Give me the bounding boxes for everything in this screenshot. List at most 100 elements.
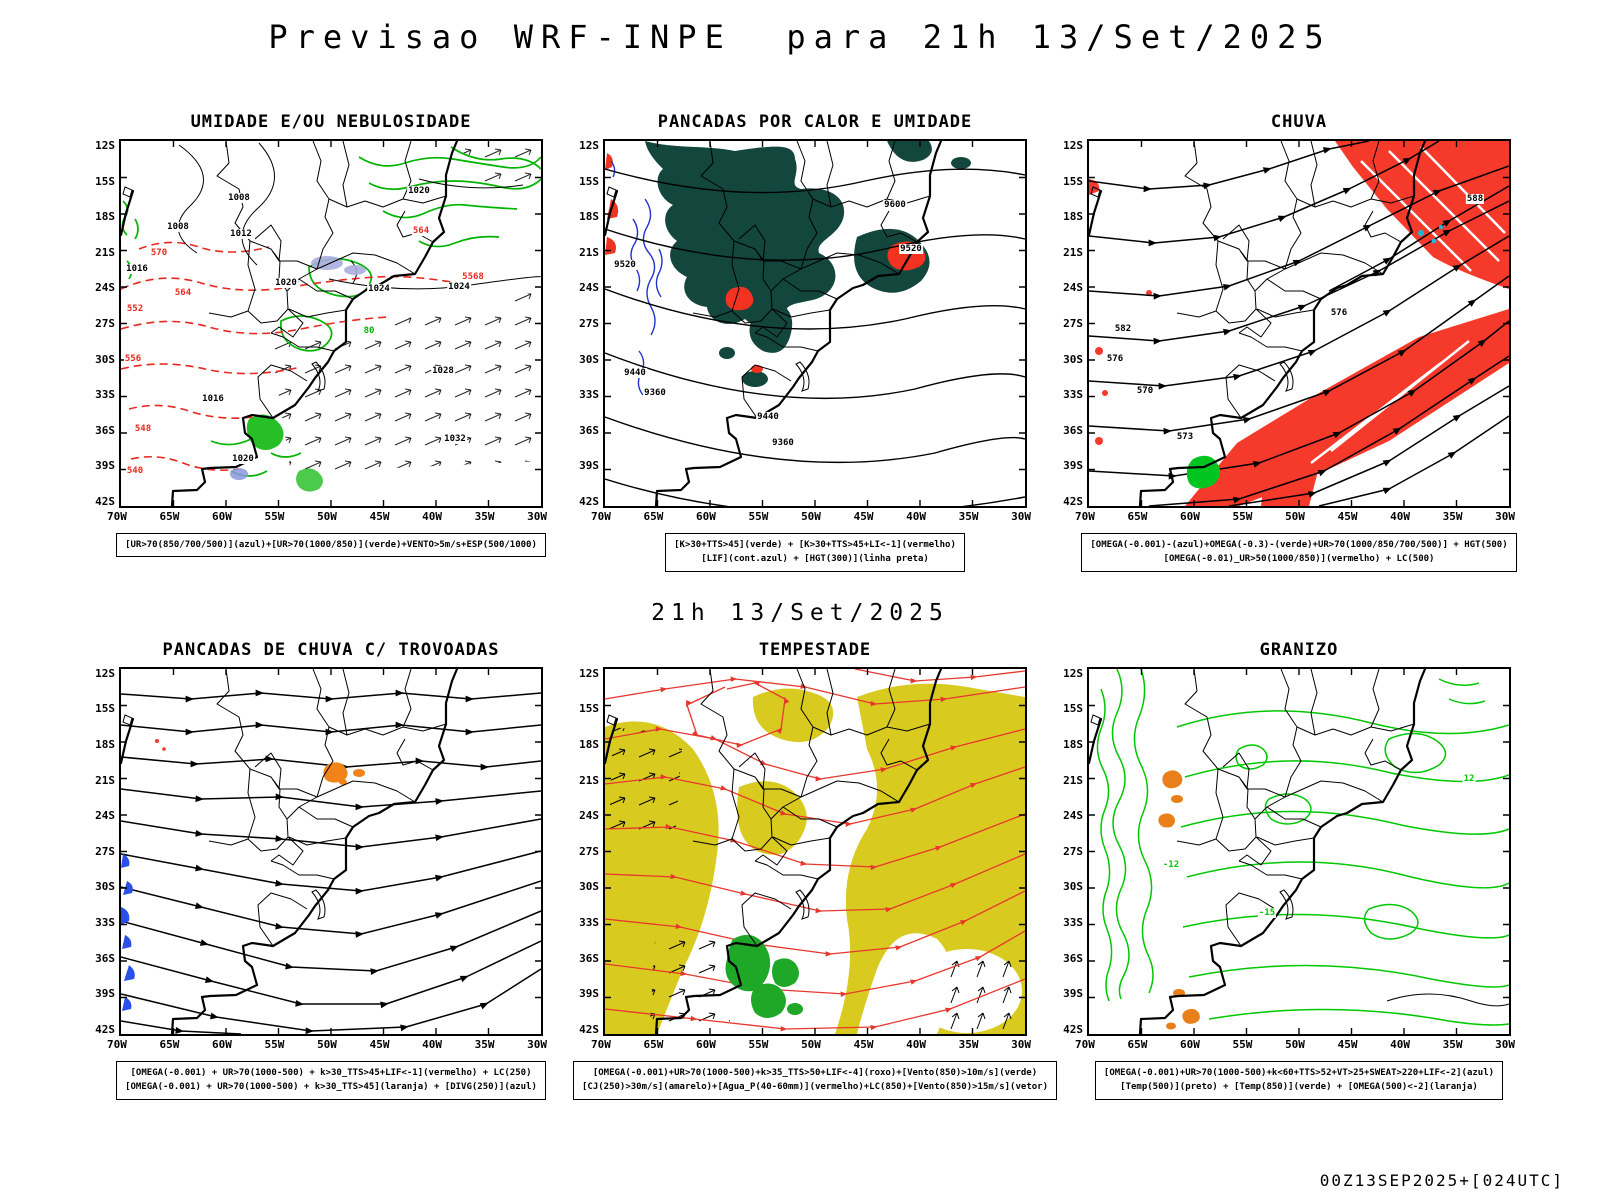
tick-label: 24S [579, 281, 599, 295]
tick-label: 30S [95, 352, 115, 366]
panels-row-top: UMIDADE E/OU NEBULOSIDADE 12S 15S 18S 21S 24… [0, 112, 1600, 572]
tick-label: 45W [853, 1037, 874, 1051]
panel-chuva: CHUVA 12S 15S 18S 21S 24S 27S 30S 33S 36S 39S 42S [1057, 112, 1517, 572]
tick-label: 18S [1063, 210, 1083, 224]
red-specks [155, 738, 166, 751]
tick-label: 55W [264, 510, 285, 523]
legend-line: [Temp(500)](preto) + [Temp(850)](verde) … [1120, 1082, 1478, 1093]
tick-label: 60W [696, 510, 716, 523]
panel-title: PANCADAS POR CALOR E UMIDADE [657, 112, 973, 132]
omega-orange-patches [1158, 770, 1200, 1030]
tick-label: 50W [801, 1037, 821, 1051]
tick-label: 42S [1063, 1022, 1083, 1036]
tick-label: 40W [422, 510, 442, 523]
lat-axis-labels: 12S 15S 18S 21S 24S 27S 30S 33S 36S 39S 42S [89, 667, 119, 1036]
tick-label: 30W [527, 510, 547, 523]
lat-axis-labels: 12S 15S 18S 21S 24S 27S 30S 33S 36S 39S 42S [573, 667, 603, 1036]
tick-label: 30S [1063, 880, 1083, 894]
panel-pancadas-calor: PANCADAS POR CALOR E UMIDADE 12S 15S 18S 21… [573, 112, 1031, 572]
lon-axis-labels: 70W 65W 60W 55W 50W 45W 40W 35W 30W [591, 1038, 1031, 1051]
tick-label: 30W [1495, 510, 1515, 523]
tick-label: 33S [95, 915, 115, 929]
tick-label: 27S [95, 844, 115, 858]
tick-label: 18S [1063, 737, 1083, 751]
tick-label: 39S [579, 987, 599, 1001]
panels-row-bottom: PANCADAS DE CHUVA C/ TROVOADAS 12S 15S 18S… [0, 640, 1600, 1100]
tick-label: 24S [579, 809, 599, 823]
tick-label: 50W [1285, 1037, 1305, 1051]
tick-label: 60W [212, 1037, 232, 1051]
panel-tempestade: TEMPESTADE 12S 15S 18S 21S 24S 27S 30S 33S 36S 39… [573, 639, 1057, 1100]
tick-label: 35W [958, 1037, 979, 1051]
legend-line: [OMEGA(-0.001) + UR>70(1000-500) + k>30_… [125, 1082, 537, 1093]
rain-red-fill [1089, 141, 1509, 506]
panel-title: TEMPESTADE [758, 639, 872, 660]
tick-label: 12S [95, 666, 115, 680]
tick-label: 18S [579, 210, 599, 224]
tick-label: 21S [1063, 245, 1083, 259]
tick-label: 42S [579, 1022, 599, 1036]
tick-label: 15S [579, 702, 599, 716]
tick-label: 12S [1063, 139, 1083, 152]
tick-label: 24S [1063, 281, 1083, 295]
tick-label: 55W [264, 1037, 285, 1051]
tick-label: 70W [1075, 1037, 1095, 1051]
panel-trovoadas: PANCADAS DE CHUVA C/ TROVOADAS 12S 15S 18S… [89, 640, 547, 1100]
tick-label: 30W [527, 1037, 547, 1051]
wind-850-red-streamlines [605, 668, 1025, 1032]
tick-label: 60W [1180, 1037, 1200, 1051]
tick-label: 27S [579, 844, 599, 858]
tick-label: 65W [1127, 510, 1148, 523]
tick-label: 33S [1063, 388, 1083, 402]
tick-label: 15S [1063, 702, 1083, 716]
legend-line: [OMEGA(-0.001)+UR>70(1000-500)+k<60+TTS>… [1103, 1067, 1495, 1078]
panel-granizo: GRANIZO 12S 15S 18S 21S 24S 27S 30S 33S 36S 39S 42… [1057, 640, 1515, 1100]
tick-label: 55W [1232, 510, 1253, 523]
temp-850-green-contours [1096, 668, 1509, 1026]
cyan-specks [1418, 225, 1443, 244]
tick-label: 45W [369, 1037, 390, 1051]
green-fill-patch [296, 468, 323, 492]
severe-red-fill [605, 153, 926, 373]
tick-label: 50W [317, 1037, 337, 1051]
legend-box: [OMEGA(-0.001)-(azul)+OMEGA(-0.3)-(verde… [1081, 533, 1517, 572]
tick-label: 30W [1011, 510, 1031, 523]
map-pancadas-calor: 9600 9520 9520 9440 9360 9440 9360 [603, 139, 1027, 508]
legend-line: [LIF](cont.azul) + [HGT(300)](linha pret… [701, 554, 929, 565]
legend-line: [CJ(250)>30m/s](amarelo)+[Agua_P(40-60mm… [582, 1082, 1048, 1093]
tick-label: 35W [1442, 510, 1463, 523]
mid-subtitle: 21h 13/Set/2025 [651, 599, 949, 626]
tick-label: 27S [1063, 844, 1083, 858]
tick-label: 18S [95, 210, 115, 224]
tick-label: 39S [95, 987, 115, 1001]
tick-label: 42S [579, 494, 599, 508]
legend-box: [OMEGA(-0.001)+UR>70(1000-500)+k>35_TTS>… [573, 1060, 1057, 1100]
tick-label: 45W [1337, 510, 1358, 523]
tick-label: 65W [643, 510, 664, 523]
panel-title: CHUVA [1270, 112, 1328, 132]
divergence-blue-patches [121, 853, 135, 1011]
lat-axis-labels: 12S 15S 18S 21S 24S 27S 30S 33S 36S 39S 42S [1057, 139, 1087, 508]
temp-500-black-contour [1386, 993, 1509, 1007]
lon-axis-labels: 70W 65W 60W 55W 50W 45W 40W 35W 30W [1075, 510, 1515, 523]
map-chuva: 582 576 570 573 576 588 [1087, 139, 1511, 508]
tick-label: 21S [1063, 773, 1083, 787]
tick-label: 18S [95, 737, 115, 751]
tick-label: 45W [369, 510, 390, 523]
tick-label: 24S [1063, 809, 1083, 823]
tick-label: 15S [1063, 174, 1083, 188]
map-granizo: 12 -12 -15 [1087, 666, 1511, 1036]
legend-line: [OMEGA(-0.001) + UR>70(1000-500) + k>30_… [130, 1067, 532, 1078]
pancadas-calor-map-svg [605, 141, 1025, 506]
lat-axis-labels: 12S 15S 18S 21S 24S 27S 30S 33S 36S 39S 42S [573, 139, 603, 508]
frame-ticks [1089, 668, 1509, 1034]
legend-line: [OMEGA(-0.001)+UR>70(1000-500)+k>35_TTS>… [592, 1067, 1038, 1078]
tick-label: 27S [95, 316, 115, 330]
tick-label: 35W [1442, 1037, 1463, 1051]
cloud-shade-patch [344, 265, 366, 275]
tick-label: 24S [95, 809, 115, 823]
tick-label: 12S [95, 139, 115, 152]
chuva-map-svg [1089, 141, 1509, 506]
tick-label: 21S [95, 773, 115, 787]
run-timestamp: 00Z13SEP2025+[024UTC] [1319, 1171, 1564, 1190]
